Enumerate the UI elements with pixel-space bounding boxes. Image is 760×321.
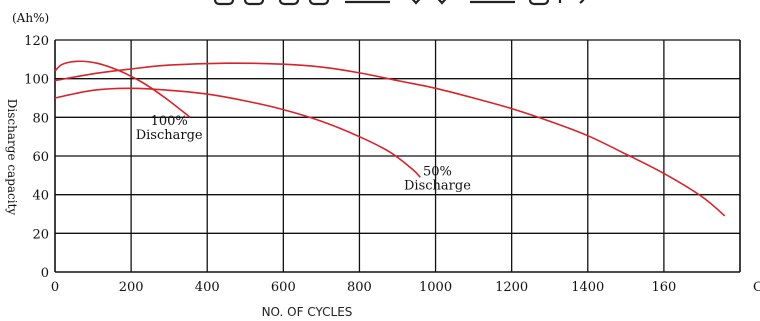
x-tick-label: 160 <box>651 280 676 295</box>
series-line-1 <box>54 62 726 217</box>
x-tick-label: 1200 <box>495 280 528 295</box>
series-line-0 <box>54 60 191 118</box>
x-tick-label: 200 <box>119 280 144 295</box>
annotations: 100% Discharge 50% Discharge <box>136 114 471 193</box>
x-tick-label: 600 <box>271 280 296 295</box>
y-tick-label: 80 <box>32 111 49 126</box>
annotation-label: 50% Discharge <box>404 164 471 193</box>
x-axis-label: NO. OF CYCLES <box>262 305 353 319</box>
annotation-label: 100% Discharge <box>136 114 203 143</box>
y-tick-label: 40 <box>32 189 49 204</box>
x-tick-label: 0 <box>51 280 59 295</box>
x-tick-labels: 0 200 400 600 800 1000 1200 1400 160 <box>51 280 676 295</box>
x-tick-label: 400 <box>195 280 220 295</box>
y-tick-label: 100 <box>24 73 49 88</box>
x-tick-label: 1000 <box>419 280 452 295</box>
grid <box>54 39 741 273</box>
y-tick-label: 60 <box>32 150 49 165</box>
x-tick-label: 800 <box>347 280 372 295</box>
y-tick-label: 120 <box>24 34 49 49</box>
title-fragment <box>213 0 585 6</box>
y-tick-label: 0 <box>41 266 49 281</box>
y-axis-label: Discharge capacity <box>5 99 19 216</box>
x-tick-label-truncated: C <box>753 280 760 295</box>
series-line-2 <box>54 87 421 178</box>
x-tick-label: 1400 <box>571 280 604 295</box>
y-tick-label: 20 <box>32 227 49 242</box>
y-axis-unit: (Ah%) <box>12 11 49 25</box>
series-lines <box>54 60 726 217</box>
y-tick-labels: 0 20 40 60 80 100 120 <box>24 34 49 281</box>
